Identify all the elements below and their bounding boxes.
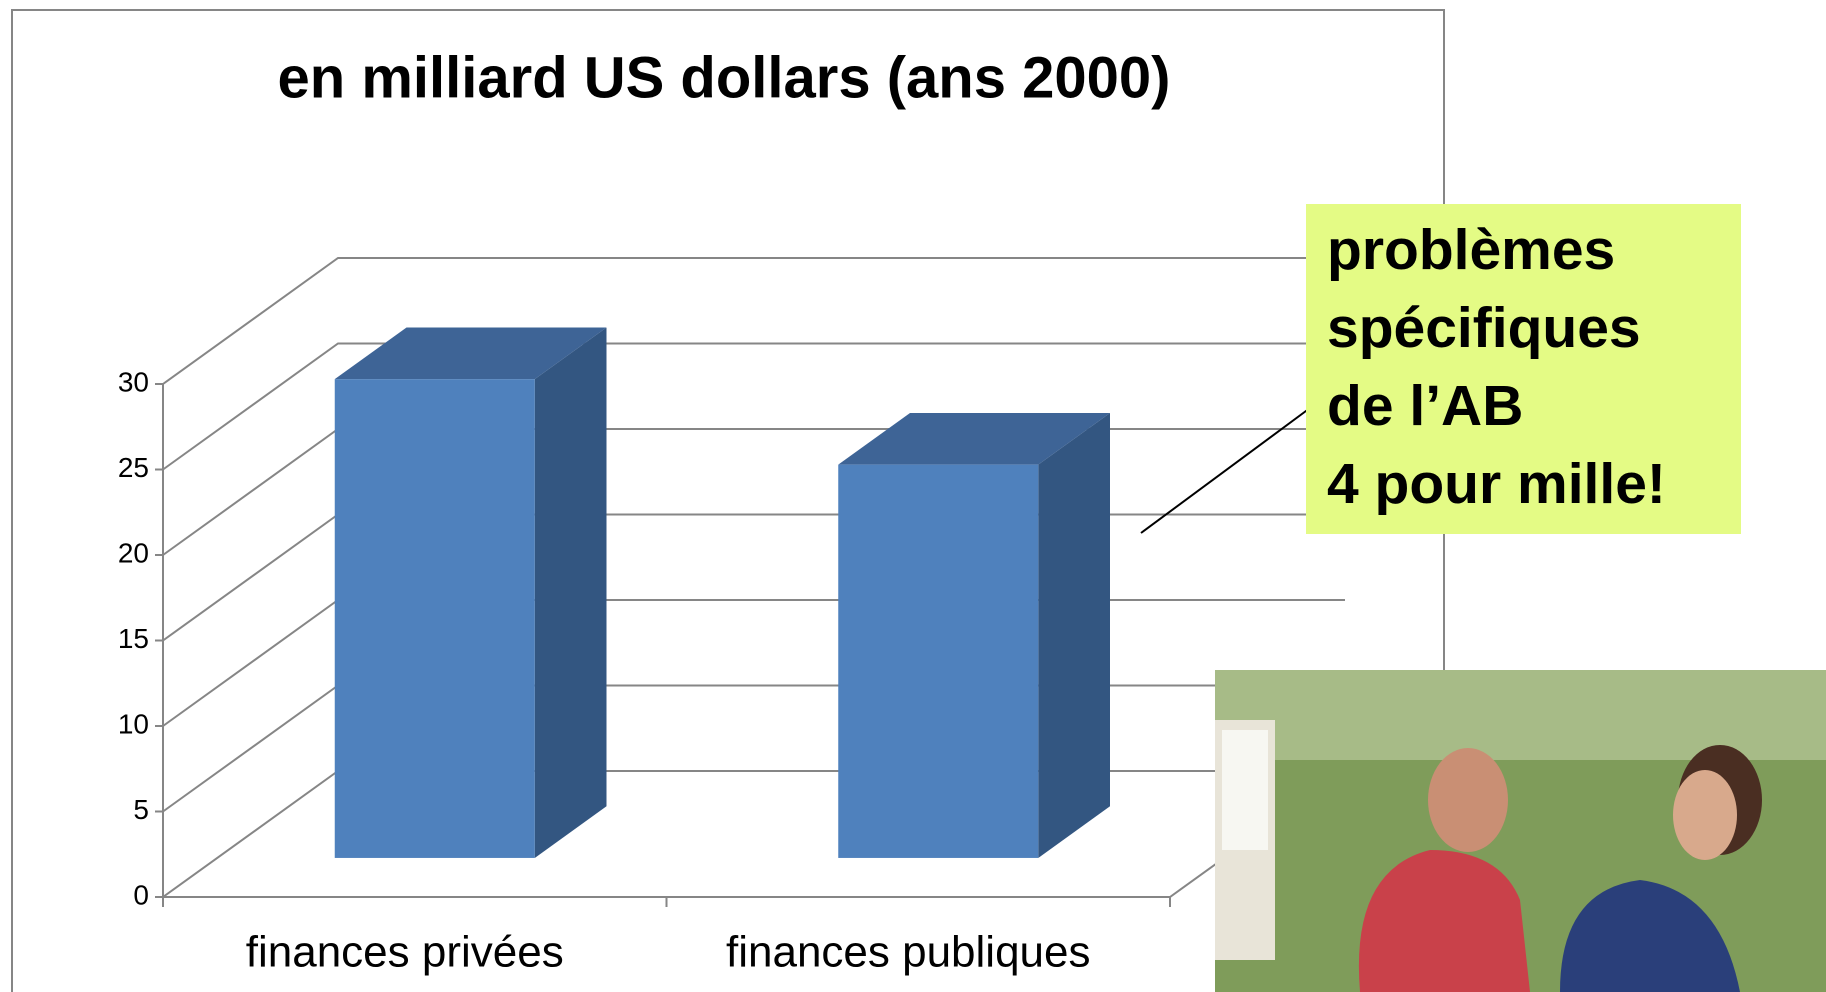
y-tick-label: 10	[118, 708, 149, 739]
callout-line-text: problèmes	[1327, 218, 1615, 282]
callout-line-text: spécifiques	[1327, 296, 1641, 360]
bar	[335, 327, 607, 857]
page: en milliard US dollars (ans 2000) 0 5 10 15…	[0, 0, 1826, 992]
y-tick-label: 20	[118, 537, 149, 568]
photo-sign-paper	[1222, 730, 1268, 850]
callout-line-text: de l’AB	[1327, 374, 1523, 438]
bar-side	[535, 327, 607, 857]
y-tick-label: 15	[118, 623, 149, 654]
bar-front	[838, 465, 1038, 858]
photo-head	[1428, 748, 1508, 852]
callout-line-text: 4 pour mille!	[1327, 452, 1666, 516]
x-tick-label: finances publiques	[726, 928, 1090, 977]
chart-title: en milliard US dollars (ans 2000)	[278, 45, 1171, 110]
photo-sky	[1215, 670, 1826, 760]
x-tick-label: finances privées	[246, 928, 564, 977]
photo	[1215, 670, 1826, 992]
bar-side	[1038, 413, 1110, 858]
slide: en milliard US dollars (ans 2000) 0 5 10 15…	[0, 0, 1826, 992]
y-tick-label: 0	[133, 879, 149, 910]
y-tick-label: 30	[118, 366, 149, 397]
y-tick-label: 25	[118, 452, 149, 483]
bar-front	[335, 379, 535, 858]
y-tick-label: 5	[133, 794, 149, 825]
bar	[838, 413, 1110, 858]
photo-head	[1673, 770, 1737, 860]
